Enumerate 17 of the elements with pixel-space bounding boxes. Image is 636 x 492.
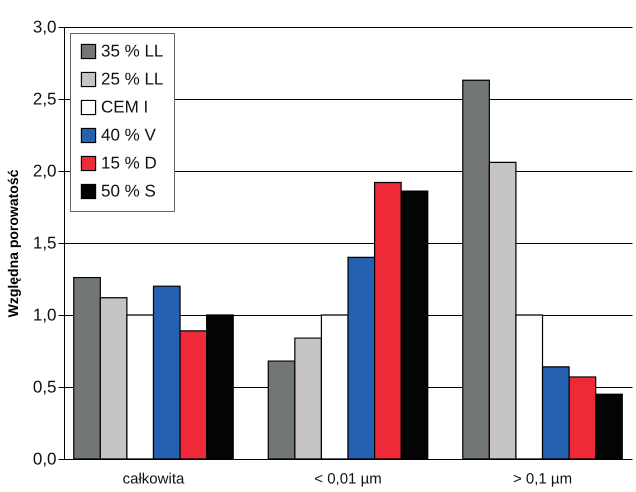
legend-label: 50 % S bbox=[101, 182, 156, 200]
y-tick-label: 1,5 bbox=[32, 234, 56, 252]
y-tick-label: 3,0 bbox=[32, 18, 56, 36]
y-tick-label: 1,0 bbox=[32, 306, 56, 324]
legend-label: 35 % LL bbox=[101, 42, 164, 60]
x-tick-label: < 0,01 µm bbox=[314, 470, 382, 488]
legend-label: CEM I bbox=[101, 98, 148, 116]
x-tick-label: całkowita bbox=[122, 470, 185, 488]
y-tick-label: 2,0 bbox=[32, 162, 56, 180]
y-tick-label: 0,0 bbox=[32, 450, 56, 468]
legend-label: 40 % V bbox=[101, 126, 156, 144]
x-tick-label: > 0,1 µm bbox=[512, 470, 572, 488]
y-axis-title: Względna porowatość bbox=[4, 169, 21, 318]
y-tick-label: 0,5 bbox=[32, 378, 56, 396]
legend-label: 15 % D bbox=[101, 154, 157, 172]
y-tick-label: 2,5 bbox=[32, 90, 56, 108]
legend-label: 25 % LL bbox=[101, 70, 164, 88]
